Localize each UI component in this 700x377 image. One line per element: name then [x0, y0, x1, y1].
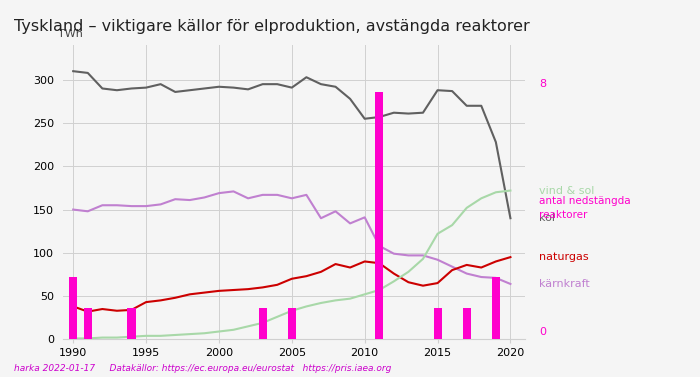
Bar — [84, 308, 92, 339]
Bar — [463, 308, 470, 339]
Bar — [375, 92, 384, 339]
Bar — [259, 308, 267, 339]
Bar — [433, 308, 442, 339]
Bar — [492, 277, 500, 339]
Text: Tyskland – viktigare källor för elproduktion, avstängda reaktorer: Tyskland – viktigare källor för elproduk… — [14, 19, 530, 34]
Text: naturgas: naturgas — [539, 252, 589, 262]
Text: vind & sol: vind & sol — [539, 185, 594, 196]
Text: kärnkraft: kärnkraft — [539, 279, 589, 289]
Text: kol: kol — [539, 213, 555, 223]
Text: harka 2022-01-17     Datakällor: https://ec.europa.eu/eurostat   https://pris.ia: harka 2022-01-17 Datakällor: https://ec.… — [14, 364, 391, 373]
Text: TWh: TWh — [58, 29, 83, 39]
Text: 0: 0 — [539, 327, 546, 337]
Text: antal nedstängda
reaktorer: antal nedstängda reaktorer — [539, 196, 631, 219]
Bar — [69, 277, 77, 339]
Bar — [288, 308, 296, 339]
Text: 8: 8 — [539, 79, 546, 89]
Bar — [127, 308, 136, 339]
